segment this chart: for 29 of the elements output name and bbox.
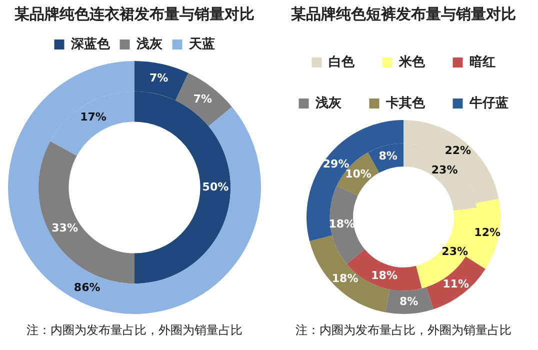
data-label: 23% — [431, 163, 458, 176]
data-label: 17% — [80, 110, 106, 124]
legend-label: 浅灰 — [314, 96, 342, 111]
data-label: 86% — [74, 281, 100, 294]
chart-title: 某品牌纯色短裤发布量与销量对比 — [290, 4, 516, 23]
legend-label: 暗红 — [469, 54, 496, 70]
legend-label: 深蓝色 — [70, 36, 111, 52]
data-label: 8% — [378, 150, 398, 163]
legend-label: 牛仔蓝 — [468, 94, 508, 111]
data-label: 23% — [442, 244, 468, 258]
legend-label: 米色 — [398, 54, 426, 70]
data-label: 7% — [193, 92, 212, 106]
data-label: 11% — [442, 277, 469, 290]
data-label: 7% — [149, 72, 168, 85]
text: 注：内圈为发布量占比，外圈为销量占比 — [26, 322, 244, 339]
text: 注：内圈为发布量占比，外圈为销量占比 — [294, 322, 512, 339]
data-label: 18% — [328, 218, 356, 231]
data-label: 50% — [202, 180, 229, 194]
data-label: 33% — [52, 222, 78, 235]
data-label: 18% — [371, 268, 398, 282]
legend-label: 天蓝 — [188, 36, 215, 52]
legend-label: 卡其色 — [384, 96, 426, 111]
legend-label: 白色 — [328, 54, 356, 70]
chart-title: 某品牌纯色连衣裙发布量与销量对比 — [14, 4, 254, 23]
legend-label: 浅灰 — [135, 36, 164, 52]
data-label: 12% — [474, 226, 501, 239]
data-label: 22% — [444, 144, 472, 158]
data-label: 8% — [400, 295, 418, 308]
data-label: 18% — [332, 272, 358, 286]
